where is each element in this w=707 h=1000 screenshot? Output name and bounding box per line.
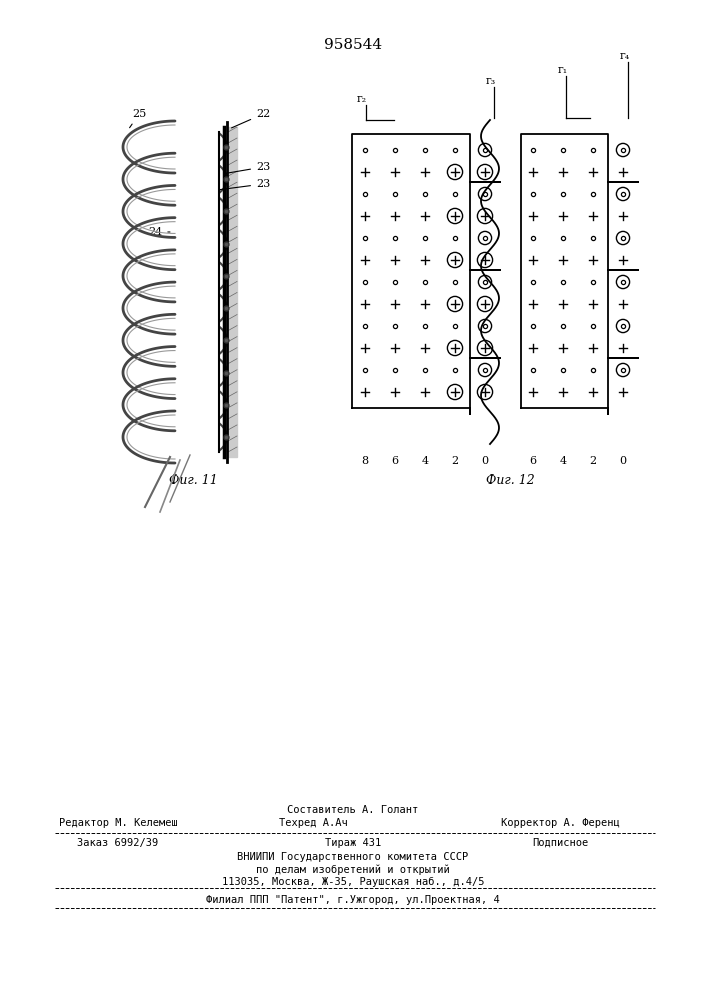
Text: Редактор М. Келемеш: Редактор М. Келемеш xyxy=(59,818,177,828)
Text: Филиал ППП "Патент", г.Ужгород, ул.Проектная, 4: Филиал ППП "Патент", г.Ужгород, ул.Проек… xyxy=(206,895,500,905)
Text: Тираж 431: Тираж 431 xyxy=(325,838,381,848)
Text: 6: 6 xyxy=(392,456,399,466)
Text: Фиг. 11: Фиг. 11 xyxy=(169,474,217,487)
Text: г₂: г₂ xyxy=(357,94,367,104)
Text: 113035, Москва, Ж-35, Раушская наб., д.4/5: 113035, Москва, Ж-35, Раушская наб., д.4… xyxy=(222,877,484,887)
Text: г₃: г₃ xyxy=(486,76,496,86)
Text: Заказ 6992/39: Заказ 6992/39 xyxy=(77,838,158,848)
Text: 22: 22 xyxy=(232,109,270,128)
Text: 23: 23 xyxy=(225,162,270,174)
Text: 4: 4 xyxy=(421,456,428,466)
Text: 0: 0 xyxy=(481,456,489,466)
Bar xyxy=(228,127,237,457)
Text: по делам изобретений и открытий: по делам изобретений и открытий xyxy=(256,865,450,875)
Text: 0: 0 xyxy=(619,456,626,466)
Text: 2: 2 xyxy=(452,456,459,466)
Text: 2: 2 xyxy=(590,456,597,466)
Text: 24: 24 xyxy=(148,227,170,237)
Text: 8: 8 xyxy=(361,456,368,466)
Text: Техред А.Ач: Техред А.Ач xyxy=(279,818,347,828)
Text: 25: 25 xyxy=(129,109,146,128)
Text: Подписное: Подписное xyxy=(532,838,588,848)
Text: 23: 23 xyxy=(220,179,270,190)
Text: г₄: г₄ xyxy=(620,51,630,61)
Text: 4: 4 xyxy=(559,456,566,466)
Text: Фиг. 12: Фиг. 12 xyxy=(486,474,534,487)
Text: 958544: 958544 xyxy=(324,38,382,52)
Text: ВНИИПИ Государственного комитета СССР: ВНИИПИ Государственного комитета СССР xyxy=(238,852,469,862)
Text: 6: 6 xyxy=(530,456,537,466)
Text: Составитель А. Голант: Составитель А. Голант xyxy=(287,805,419,815)
Text: Корректор А. Ференц: Корректор А. Ференц xyxy=(501,818,619,828)
Text: г₁: г₁ xyxy=(558,65,568,75)
